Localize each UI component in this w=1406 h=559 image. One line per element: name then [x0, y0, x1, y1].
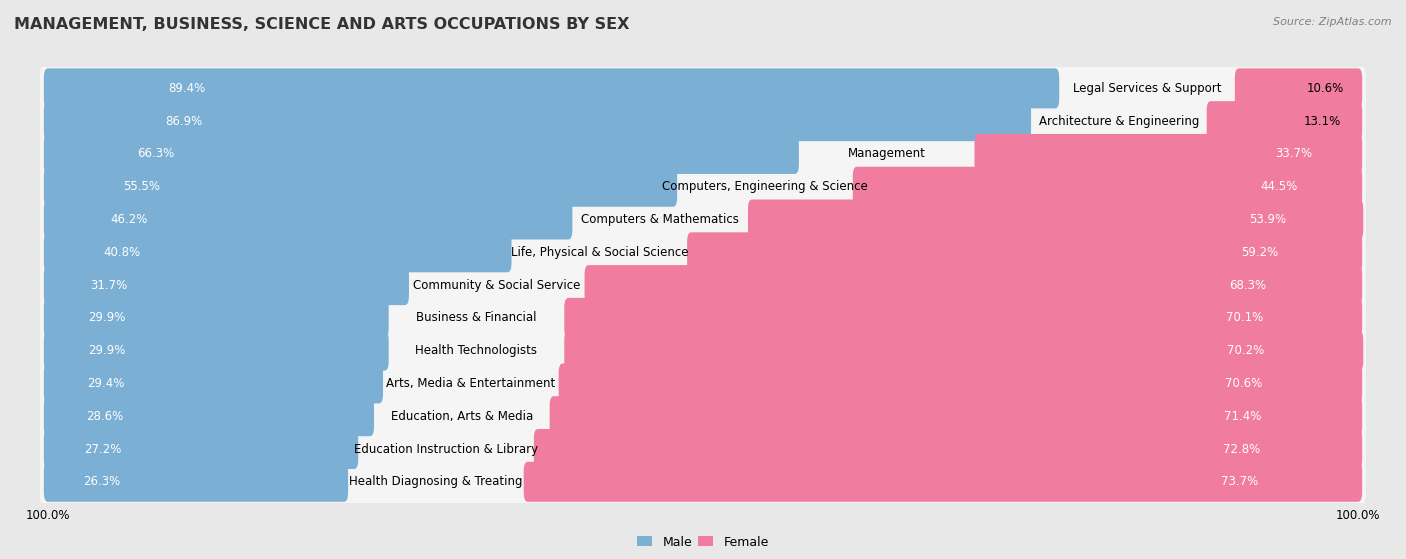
FancyBboxPatch shape: [39, 427, 1367, 472]
FancyBboxPatch shape: [44, 396, 374, 436]
Legend: Male, Female: Male, Female: [633, 530, 773, 553]
FancyBboxPatch shape: [39, 164, 1367, 210]
FancyBboxPatch shape: [39, 263, 1367, 307]
Text: 29.9%: 29.9%: [89, 344, 125, 357]
FancyBboxPatch shape: [44, 200, 572, 239]
FancyBboxPatch shape: [39, 328, 1367, 373]
Text: Computers & Mathematics: Computers & Mathematics: [581, 213, 740, 226]
FancyBboxPatch shape: [44, 233, 512, 272]
Text: Health Diagnosing & Treating: Health Diagnosing & Treating: [349, 475, 523, 489]
Text: 44.5%: 44.5%: [1261, 180, 1298, 193]
Text: Health Technologists: Health Technologists: [416, 344, 537, 357]
Text: Computers, Engineering & Science: Computers, Engineering & Science: [662, 180, 868, 193]
FancyBboxPatch shape: [1206, 101, 1362, 141]
Text: Arts, Media & Entertainment: Arts, Media & Entertainment: [387, 377, 555, 390]
FancyBboxPatch shape: [39, 98, 1367, 144]
FancyBboxPatch shape: [550, 396, 1362, 436]
FancyBboxPatch shape: [44, 265, 409, 305]
FancyBboxPatch shape: [44, 134, 799, 174]
Text: Community & Social Service: Community & Social Service: [413, 278, 581, 292]
Text: 10.6%: 10.6%: [1306, 82, 1344, 95]
FancyBboxPatch shape: [564, 331, 1364, 371]
FancyBboxPatch shape: [44, 331, 388, 371]
Text: Business & Financial: Business & Financial: [416, 311, 537, 324]
Text: Legal Services & Support: Legal Services & Support: [1073, 82, 1222, 95]
Text: 40.8%: 40.8%: [103, 246, 141, 259]
FancyBboxPatch shape: [44, 462, 349, 502]
FancyBboxPatch shape: [39, 230, 1367, 275]
FancyBboxPatch shape: [853, 167, 1362, 207]
FancyBboxPatch shape: [42, 263, 1367, 309]
FancyBboxPatch shape: [44, 101, 1031, 141]
FancyBboxPatch shape: [42, 131, 1367, 177]
Text: 29.4%: 29.4%: [87, 377, 125, 390]
FancyBboxPatch shape: [39, 131, 1367, 177]
Text: 86.9%: 86.9%: [166, 115, 202, 127]
Text: Source: ZipAtlas.com: Source: ZipAtlas.com: [1274, 17, 1392, 27]
FancyBboxPatch shape: [42, 394, 1367, 439]
Text: 70.2%: 70.2%: [1227, 344, 1264, 357]
FancyBboxPatch shape: [42, 328, 1367, 374]
FancyBboxPatch shape: [42, 98, 1367, 144]
Text: 55.5%: 55.5%: [122, 180, 160, 193]
Text: 26.3%: 26.3%: [83, 475, 121, 489]
Text: 27.2%: 27.2%: [84, 443, 122, 456]
Text: 89.4%: 89.4%: [169, 82, 205, 95]
Text: Education Instruction & Library: Education Instruction & Library: [354, 443, 538, 456]
Text: 68.3%: 68.3%: [1229, 278, 1265, 292]
FancyBboxPatch shape: [558, 363, 1362, 404]
Text: 72.8%: 72.8%: [1223, 443, 1260, 456]
FancyBboxPatch shape: [39, 394, 1367, 439]
Text: 53.9%: 53.9%: [1250, 213, 1286, 226]
Text: 70.6%: 70.6%: [1226, 377, 1263, 390]
FancyBboxPatch shape: [585, 265, 1362, 305]
FancyBboxPatch shape: [42, 197, 1367, 243]
FancyBboxPatch shape: [974, 134, 1362, 174]
Text: 66.3%: 66.3%: [138, 148, 174, 160]
Text: 28.6%: 28.6%: [86, 410, 124, 423]
FancyBboxPatch shape: [44, 68, 1059, 108]
FancyBboxPatch shape: [39, 361, 1367, 406]
FancyBboxPatch shape: [748, 200, 1364, 239]
FancyBboxPatch shape: [39, 66, 1367, 111]
FancyBboxPatch shape: [564, 298, 1362, 338]
FancyBboxPatch shape: [42, 427, 1367, 472]
Text: 13.1%: 13.1%: [1303, 115, 1340, 127]
FancyBboxPatch shape: [1234, 68, 1362, 108]
Text: 70.1%: 70.1%: [1226, 311, 1264, 324]
FancyBboxPatch shape: [44, 298, 388, 338]
FancyBboxPatch shape: [42, 361, 1367, 407]
FancyBboxPatch shape: [534, 429, 1362, 469]
Text: 33.7%: 33.7%: [1275, 148, 1313, 160]
FancyBboxPatch shape: [523, 462, 1362, 502]
Text: Management: Management: [848, 148, 925, 160]
FancyBboxPatch shape: [688, 233, 1362, 272]
Text: Education, Arts & Media: Education, Arts & Media: [391, 410, 533, 423]
Text: Life, Physical & Social Science: Life, Physical & Social Science: [510, 246, 688, 259]
FancyBboxPatch shape: [42, 164, 1367, 210]
Text: 73.7%: 73.7%: [1222, 475, 1258, 489]
FancyBboxPatch shape: [42, 295, 1367, 341]
FancyBboxPatch shape: [42, 230, 1367, 276]
Text: 71.4%: 71.4%: [1225, 410, 1261, 423]
FancyBboxPatch shape: [44, 429, 359, 469]
FancyBboxPatch shape: [39, 197, 1367, 242]
Text: 46.2%: 46.2%: [110, 213, 148, 226]
Text: 29.9%: 29.9%: [89, 311, 125, 324]
Text: 31.7%: 31.7%: [90, 278, 128, 292]
Text: MANAGEMENT, BUSINESS, SCIENCE AND ARTS OCCUPATIONS BY SEX: MANAGEMENT, BUSINESS, SCIENCE AND ARTS O…: [14, 17, 630, 32]
FancyBboxPatch shape: [39, 459, 1367, 504]
Text: Architecture & Engineering: Architecture & Engineering: [1039, 115, 1199, 127]
FancyBboxPatch shape: [42, 459, 1367, 505]
FancyBboxPatch shape: [44, 167, 678, 207]
FancyBboxPatch shape: [39, 295, 1367, 340]
Text: 59.2%: 59.2%: [1241, 246, 1278, 259]
FancyBboxPatch shape: [44, 363, 382, 404]
FancyBboxPatch shape: [42, 66, 1367, 112]
